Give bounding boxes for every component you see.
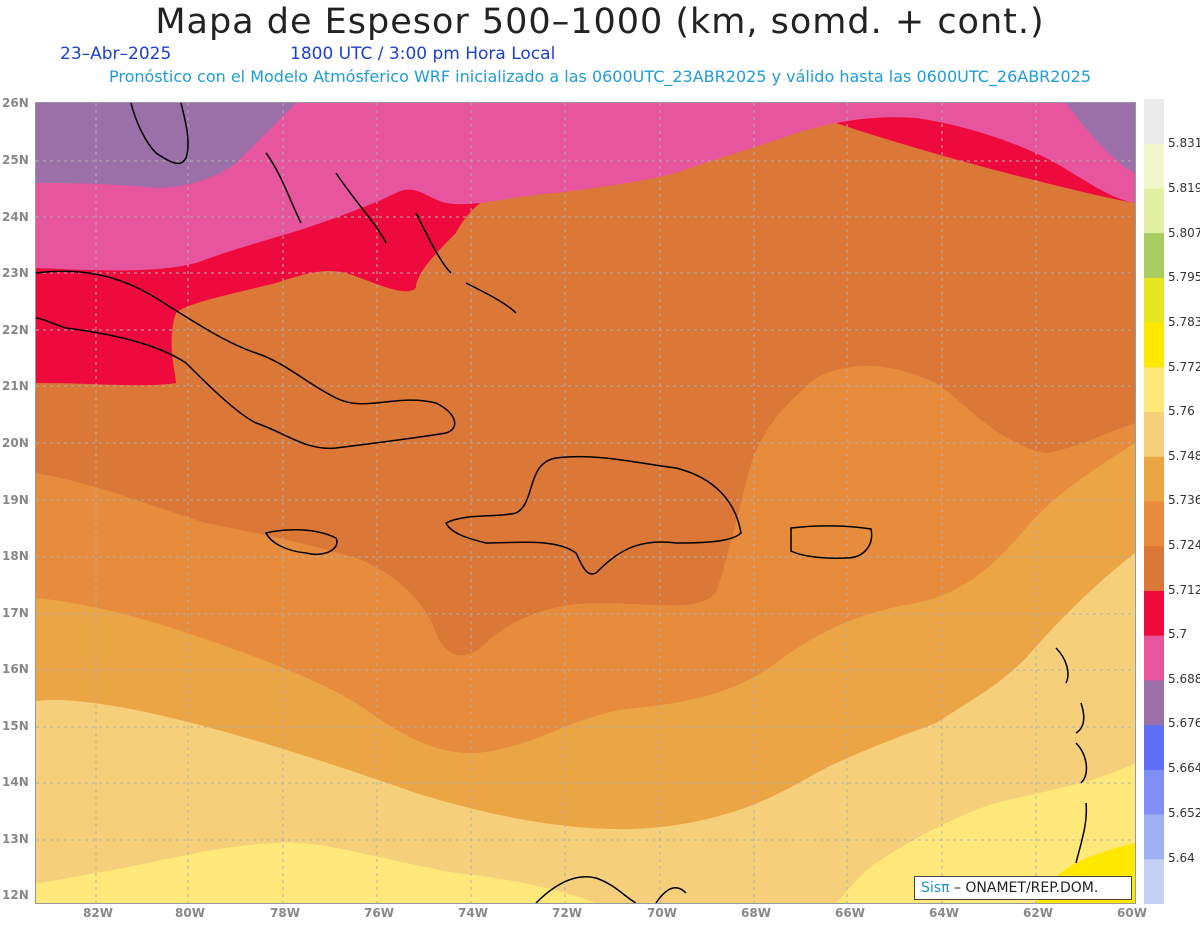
colorbar-swatch (1144, 680, 1164, 726)
colorbar-label: 5.807 (1168, 226, 1200, 240)
colorbar-swatch (1144, 725, 1164, 771)
coast-south-america (535, 876, 687, 903)
colorbar-swatch (1144, 546, 1164, 592)
colorbar-label: 5.724 (1168, 538, 1200, 552)
coast-cuba (36, 270, 456, 450)
forecast-description: Pronóstico con el Modelo Atmósferico WRF… (108, 67, 1091, 86)
colorbar-label: 5.783 (1168, 315, 1200, 329)
credit-brand: Sisπ (921, 880, 950, 896)
colorbar-swatch (1144, 233, 1164, 279)
credit-box: Sisπ – ONAMET/REP.DOM. (914, 876, 1132, 900)
colorbar-label: 5.795 (1168, 270, 1200, 284)
coast-puerto-rico (790, 525, 873, 559)
lat-label-12n: 12N (2, 888, 29, 902)
colorbar-swatch (1144, 99, 1164, 145)
colorbar-swatch (1144, 143, 1164, 189)
colorbar-swatch (1144, 501, 1164, 547)
lat-label-14n: 14N (2, 775, 29, 789)
coast-hispaniola (444, 455, 742, 575)
colorbar-swatch (1144, 412, 1164, 458)
band-5688 (36, 103, 296, 188)
thickness-map (35, 102, 1136, 904)
lat-label-26n: 26N (2, 96, 29, 110)
lon-label-62w: 62W (1023, 906, 1053, 920)
coast-jamaica (264, 528, 338, 555)
colorbar-label: 5.64 (1168, 851, 1195, 865)
colorbar-swatch (1144, 814, 1164, 860)
colorbar-swatch (1144, 635, 1164, 681)
lon-label-80w: 80W (175, 906, 205, 920)
colorbar-swatch (1144, 769, 1164, 816)
colorbar-label: 5.819 (1168, 181, 1200, 195)
colorbar-swatch (1144, 859, 1164, 904)
lat-label-21n: 21N (2, 379, 29, 393)
colorbar-swatch (1144, 590, 1164, 637)
colorbar-label: 5.664 (1168, 761, 1200, 775)
colorbar-label: 5.736 (1168, 493, 1200, 507)
colorbar-label: 5.772 (1168, 360, 1200, 374)
lon-label-82w: 82W (83, 906, 113, 920)
lat-label-22n: 22N (2, 323, 29, 337)
lon-label-72w: 72W (552, 906, 582, 920)
lon-label-70w: 70W (647, 906, 677, 920)
colorbar-label: 5.712 (1168, 583, 1200, 597)
lon-label-78w: 78W (270, 906, 300, 920)
lon-label-64w: 64W (929, 906, 959, 920)
lat-label-19n: 19N (2, 493, 29, 507)
coastlines (36, 103, 1088, 903)
colorbar-label: 5.7 (1168, 627, 1188, 641)
forecast-date: 23–Abr–2025 (60, 44, 172, 64)
lon-label-66w: 66W (835, 906, 865, 920)
lat-label-16n: 16N (2, 662, 29, 676)
band-5688-east (1066, 103, 1135, 173)
lat-label-15n: 15N (2, 719, 29, 733)
colorbar-label: 5.748 (1168, 449, 1200, 463)
colorbar-swatch (1144, 188, 1164, 234)
colorbar-label: 5.831 (1168, 136, 1200, 150)
colorbar-label: 5.652 (1168, 806, 1200, 820)
grid-lines (36, 103, 1135, 903)
lat-label-23n: 23N (2, 266, 29, 280)
lat-label-24n: 24N (2, 210, 29, 224)
colorbar-swatch (1144, 322, 1164, 368)
lat-label-17n: 17N (2, 606, 29, 620)
map-title: Mapa de Espesor 500–1000 (km, somd. + co… (155, 2, 1045, 42)
coast-bahamas (265, 152, 517, 314)
lat-label-13n: 13N (2, 832, 29, 846)
lon-label-76w: 76W (364, 906, 394, 920)
colorbar-label: 5.76 (1168, 404, 1195, 418)
coast-lesser-antilles (1055, 647, 1088, 864)
lat-label-18n: 18N (2, 549, 29, 563)
lat-label-20n: 20N (2, 436, 29, 450)
colorbar (1144, 99, 1164, 904)
colorbar-label: 5.688 (1168, 672, 1200, 686)
map-canvas (36, 103, 1135, 903)
lon-label-68w: 68W (741, 906, 771, 920)
colorbar-label: 5.676 (1168, 716, 1200, 730)
band-5700 (36, 103, 1135, 271)
lon-label-74w: 74W (458, 906, 488, 920)
forecast-time: 1800 UTC / 3:00 pm Hora Local (290, 44, 556, 64)
lon-label-60w: 60W (1117, 906, 1147, 920)
colorbar-swatch (1144, 277, 1164, 324)
colorbar-swatch (1144, 367, 1164, 413)
credit-text: – ONAMET/REP.DOM. (949, 880, 1099, 896)
coast-florida (130, 103, 189, 165)
lat-label-25n: 25N (2, 153, 29, 167)
colorbar-swatch (1144, 456, 1164, 502)
